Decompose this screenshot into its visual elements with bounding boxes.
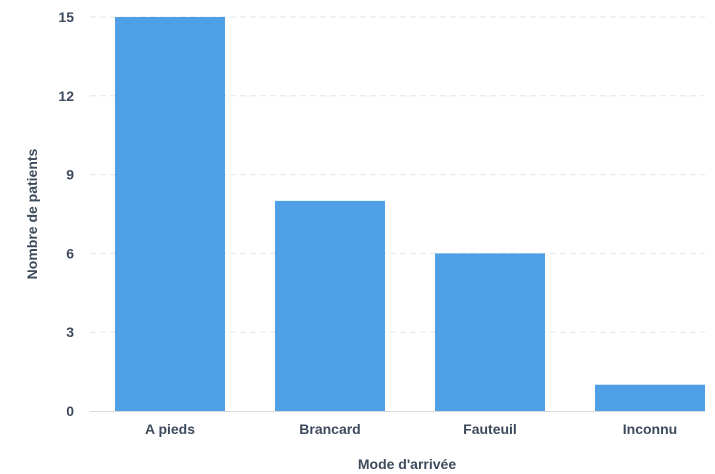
- y-tick-label: 3: [66, 324, 74, 340]
- x-tick-label: Inconnu: [623, 421, 677, 437]
- bars: [115, 17, 705, 411]
- y-axis-title: Nombre de patients: [24, 148, 40, 279]
- y-tick-label: 12: [58, 88, 74, 104]
- y-axis-ticks: 0 3 6 9 12 15: [58, 9, 74, 419]
- bar-fauteuil[interactable]: [435, 253, 545, 411]
- x-tick-label: A pieds: [145, 421, 195, 437]
- bar-a-pieds[interactable]: [115, 17, 225, 411]
- bar-brancard[interactable]: [275, 200, 385, 411]
- x-tick-label: Fauteuil: [463, 421, 517, 437]
- x-axis-title: Mode d'arrivée: [358, 456, 456, 472]
- y-tick-label: 15: [58, 9, 74, 25]
- x-axis-ticks: A pieds Brancard Fauteuil Inconnu: [145, 421, 677, 437]
- bar-inconnu[interactable]: [595, 384, 705, 411]
- y-tick-label: 0: [66, 403, 74, 419]
- x-tick-label: Brancard: [299, 421, 360, 437]
- y-tick-label: 9: [66, 167, 74, 183]
- y-tick-label: 6: [66, 245, 74, 261]
